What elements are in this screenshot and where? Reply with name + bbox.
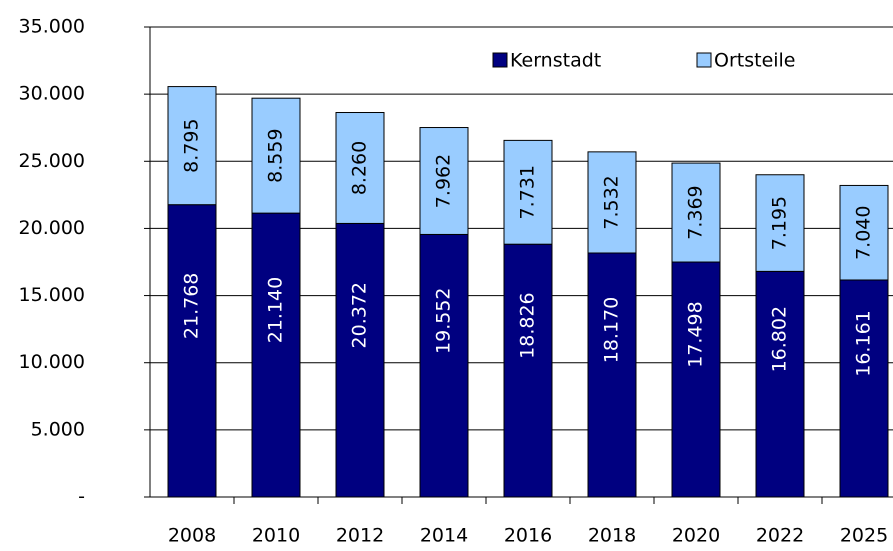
legend-swatch [696,52,712,68]
data-label: 7.369 [685,185,707,239]
x-tick-label: 2018 [588,525,636,547]
data-label: 7.195 [769,196,791,250]
data-label: 17.498 [685,301,707,367]
data-label: 21.140 [265,277,287,343]
bar-segment [167,204,217,498]
bar-segment [167,86,217,206]
x-tick-label: 2016 [504,525,552,547]
y-tick-label: 25.000 [19,150,85,172]
data-label: 8.795 [181,118,203,172]
y-tick-label: - [78,486,85,508]
data-label: 7.040 [853,206,875,260]
y-tick-label: 30.000 [19,83,85,105]
bar-segment [839,184,889,281]
data-label: 18.170 [601,297,623,363]
x-tick-label: 2025 [840,525,888,547]
bar-segment [671,261,721,498]
y-tick-label: 15.000 [19,284,85,306]
legend-label: Ortsteile [714,50,796,72]
bar-segment [503,139,553,245]
bar-segment [419,127,469,235]
data-label: 7.962 [433,154,455,208]
y-tick-label: 10.000 [19,351,85,373]
data-label: 16.802 [769,306,791,372]
bar-segment [587,252,637,498]
x-tick-label: 2014 [420,525,468,547]
x-tick-label: 2022 [756,525,804,547]
y-tick-label: 5.000 [31,418,85,440]
data-label: 21.768 [181,273,203,339]
x-tick-label: 2012 [336,525,384,547]
bar-segment [671,162,721,263]
bar-segment [755,174,805,272]
x-tick-label: 2010 [252,525,300,547]
y-tick-label: 35.000 [19,16,85,38]
data-label: 7.731 [517,165,539,219]
data-label: 16.161 [853,310,875,376]
legend-label: Kernstadt [510,50,601,72]
bar-segment [755,270,805,498]
bar-segment [587,151,637,254]
bar-segment [503,243,553,498]
bar-segment [839,279,889,498]
bar-segment [251,212,301,498]
bar-segment [251,97,301,214]
data-label: 8.260 [349,141,371,195]
x-tick-label: 2008 [168,525,216,547]
legend-swatch [492,52,508,68]
data-label: 8.559 [265,128,287,182]
data-label: 20.372 [349,282,371,348]
x-tick-label: 2020 [672,525,720,547]
bar-segment [335,222,385,498]
data-label: 18.826 [517,292,539,358]
y-tick-label: 20.000 [19,217,85,239]
data-label: 7.532 [601,175,623,229]
bar-segment [335,112,385,224]
data-label: 19.552 [433,287,455,353]
bar-segment [419,233,469,498]
